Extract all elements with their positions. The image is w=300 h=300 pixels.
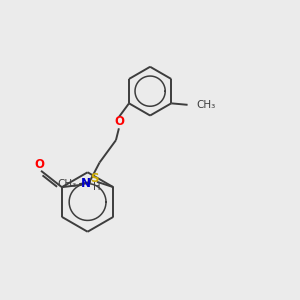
Text: N: N: [81, 177, 91, 190]
Text: CH₃: CH₃: [57, 179, 76, 189]
Text: CH₃: CH₃: [196, 100, 215, 110]
Text: S: S: [90, 172, 98, 185]
Text: O: O: [114, 115, 124, 128]
Text: H: H: [93, 182, 100, 192]
Text: O: O: [34, 158, 45, 171]
